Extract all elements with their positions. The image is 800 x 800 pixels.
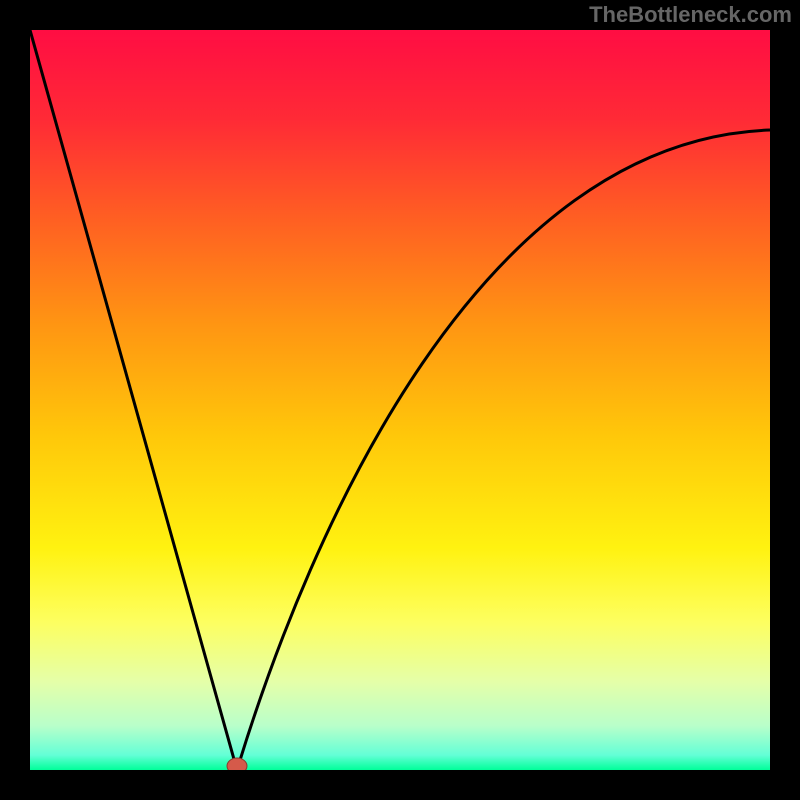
plot-area <box>30 30 770 770</box>
optimal-point-marker <box>227 758 247 770</box>
watermark-label: TheBottleneck.com <box>589 2 792 28</box>
chart-svg <box>30 30 770 770</box>
figure-container: TheBottleneck.com <box>0 0 800 800</box>
